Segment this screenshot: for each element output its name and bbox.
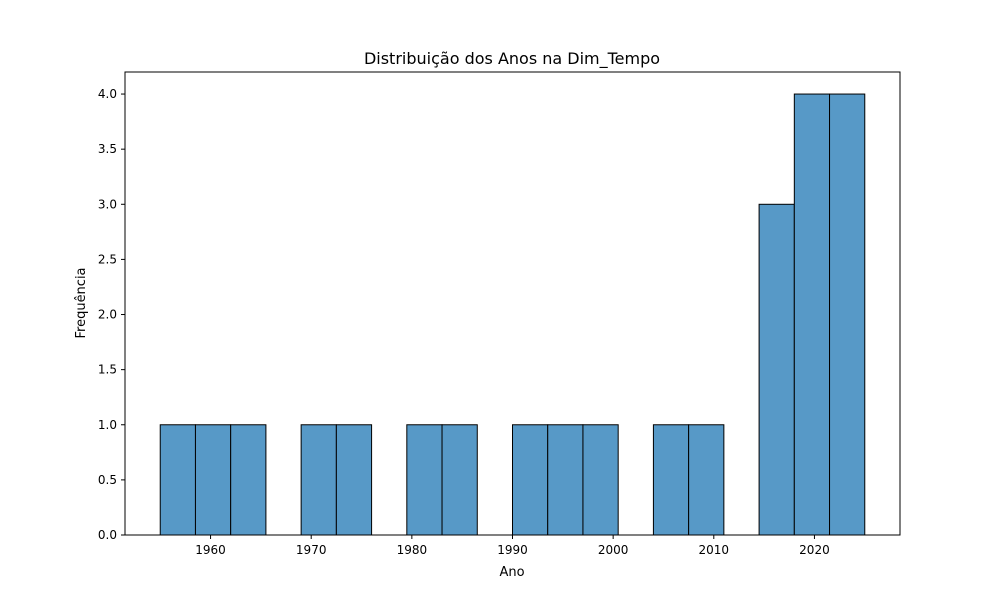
y-tick-label: 0.5 bbox=[98, 473, 117, 487]
y-axis: 0.0 0.5 1.0 1.5 2.0 2.5 3.0 3.5 4.0 bbox=[98, 87, 125, 542]
x-tick-label: 2010 bbox=[699, 543, 730, 557]
x-tick-label: 1980 bbox=[397, 543, 428, 557]
histogram-bar bbox=[194, 424, 232, 536]
histogram-bar bbox=[582, 424, 619, 536]
x-tick-label: 1970 bbox=[296, 543, 327, 557]
y-tick-label: 4.0 bbox=[98, 87, 117, 101]
histogram-bar bbox=[547, 424, 584, 536]
histogram-bar bbox=[335, 424, 373, 536]
histogram-bar bbox=[512, 424, 549, 536]
y-tick-label: 1.0 bbox=[98, 418, 117, 432]
y-tick-label: 3.0 bbox=[98, 197, 117, 211]
y-tick-label: 0.0 bbox=[98, 528, 117, 542]
bars-layer bbox=[159, 93, 866, 536]
histogram-bar bbox=[300, 424, 337, 536]
histogram-bar bbox=[441, 424, 478, 536]
y-tick-label: 2.5 bbox=[98, 252, 117, 266]
y-tick-label: 1.5 bbox=[98, 363, 117, 377]
histogram-bar bbox=[652, 424, 690, 536]
histogram-bar bbox=[829, 93, 866, 536]
histogram-bar bbox=[688, 424, 725, 536]
chart-title: Distribuição dos Anos na Dim_Tempo bbox=[364, 49, 660, 69]
histogram-bar bbox=[230, 424, 267, 536]
plot-frame bbox=[124, 71, 901, 536]
histogram-bar bbox=[758, 203, 795, 536]
x-tick-label: 2000 bbox=[598, 543, 629, 557]
histogram-bar bbox=[159, 424, 196, 536]
y-axis-label: Frequência bbox=[74, 267, 89, 338]
y-tick-label: 2.0 bbox=[98, 308, 117, 322]
x-tick-label: 1960 bbox=[195, 543, 226, 557]
x-tick-label: 1990 bbox=[497, 543, 528, 557]
histogram-bar bbox=[793, 93, 831, 536]
histogram-bar bbox=[406, 424, 443, 536]
x-axis-label: Ano bbox=[499, 565, 524, 580]
y-tick-label: 3.5 bbox=[98, 142, 117, 156]
x-tick-label: 2020 bbox=[799, 543, 830, 557]
x-axis: 1960 1970 1980 1990 2000 2010 2020 bbox=[195, 535, 830, 557]
